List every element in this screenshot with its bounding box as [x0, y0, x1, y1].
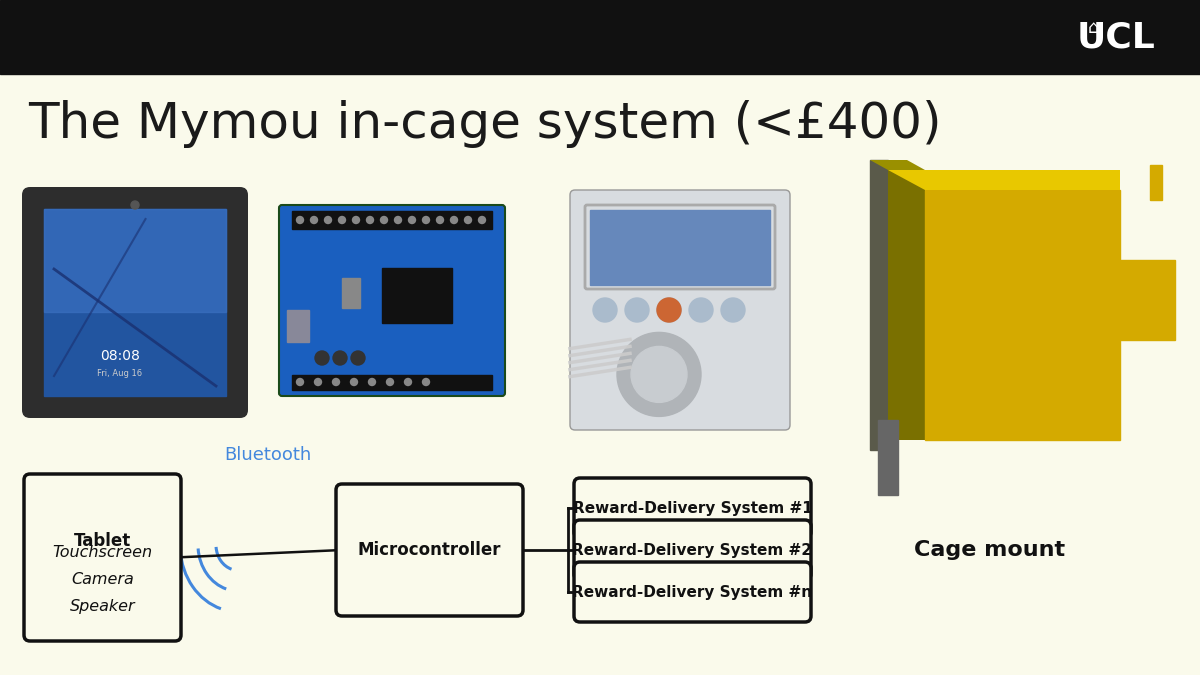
Circle shape	[658, 298, 682, 322]
Text: Reward-Delivery System #1: Reward-Delivery System #1	[572, 500, 812, 516]
FancyBboxPatch shape	[24, 474, 181, 641]
Circle shape	[386, 379, 394, 385]
FancyBboxPatch shape	[570, 190, 790, 430]
Circle shape	[332, 379, 340, 385]
Bar	[292, 375, 492, 390]
Circle shape	[296, 217, 304, 223]
Bar	[0, 0, 1200, 74]
Circle shape	[593, 298, 617, 322]
Bar	[44, 209, 226, 396]
Polygon shape	[888, 170, 925, 440]
Text: Microcontroller: Microcontroller	[358, 541, 502, 559]
Text: Reward-Delivery System #2: Reward-Delivery System #2	[572, 543, 812, 558]
Circle shape	[296, 379, 304, 385]
Circle shape	[395, 217, 402, 223]
Bar	[287, 310, 310, 342]
Circle shape	[408, 217, 415, 223]
Text: ⌂: ⌂	[1088, 19, 1099, 37]
FancyBboxPatch shape	[574, 562, 811, 622]
Circle shape	[404, 379, 412, 385]
Circle shape	[721, 298, 745, 322]
Bar	[870, 160, 888, 450]
FancyBboxPatch shape	[278, 205, 505, 396]
Bar	[382, 268, 452, 323]
Circle shape	[350, 379, 358, 385]
Text: The Mymou in-cage system (<£400): The Mymou in-cage system (<£400)	[28, 100, 942, 148]
Text: 08:08: 08:08	[100, 349, 140, 363]
Text: Fri, Aug 16: Fri, Aug 16	[97, 369, 143, 378]
FancyBboxPatch shape	[336, 484, 523, 616]
Circle shape	[437, 217, 444, 223]
Bar	[590, 210, 770, 285]
Text: Tablet: Tablet	[74, 533, 131, 551]
Circle shape	[338, 217, 346, 223]
Circle shape	[368, 379, 376, 385]
Circle shape	[380, 217, 388, 223]
Circle shape	[422, 217, 430, 223]
FancyBboxPatch shape	[574, 520, 811, 580]
FancyBboxPatch shape	[574, 478, 811, 538]
Circle shape	[324, 217, 331, 223]
Polygon shape	[888, 170, 1120, 190]
Bar	[925, 190, 1120, 440]
Circle shape	[658, 298, 682, 322]
Bar	[292, 211, 492, 229]
Circle shape	[314, 351, 329, 365]
Text: Touchscreen
Camera
Speaker: Touchscreen Camera Speaker	[53, 545, 152, 614]
Circle shape	[625, 298, 649, 322]
Circle shape	[464, 217, 472, 223]
Circle shape	[334, 351, 347, 365]
Bar	[878, 420, 898, 495]
Circle shape	[352, 351, 365, 365]
Text: Cage mount: Cage mount	[914, 540, 1066, 560]
Circle shape	[314, 379, 322, 385]
Polygon shape	[1120, 265, 1170, 335]
Circle shape	[131, 201, 139, 209]
Circle shape	[422, 379, 430, 385]
Circle shape	[617, 332, 701, 416]
FancyBboxPatch shape	[22, 187, 248, 418]
Text: UCL: UCL	[1076, 20, 1154, 54]
Bar	[44, 209, 226, 312]
Text: Bluetooth: Bluetooth	[224, 446, 312, 464]
Circle shape	[479, 217, 486, 223]
Bar	[1150, 165, 1162, 200]
Circle shape	[353, 217, 360, 223]
Circle shape	[311, 217, 318, 223]
Bar	[342, 278, 360, 308]
Circle shape	[631, 346, 686, 402]
Circle shape	[366, 217, 373, 223]
Bar	[1115, 260, 1175, 340]
Text: Reward-Delivery System #n: Reward-Delivery System #n	[572, 585, 812, 599]
Circle shape	[450, 217, 457, 223]
Polygon shape	[870, 160, 925, 170]
Circle shape	[689, 298, 713, 322]
